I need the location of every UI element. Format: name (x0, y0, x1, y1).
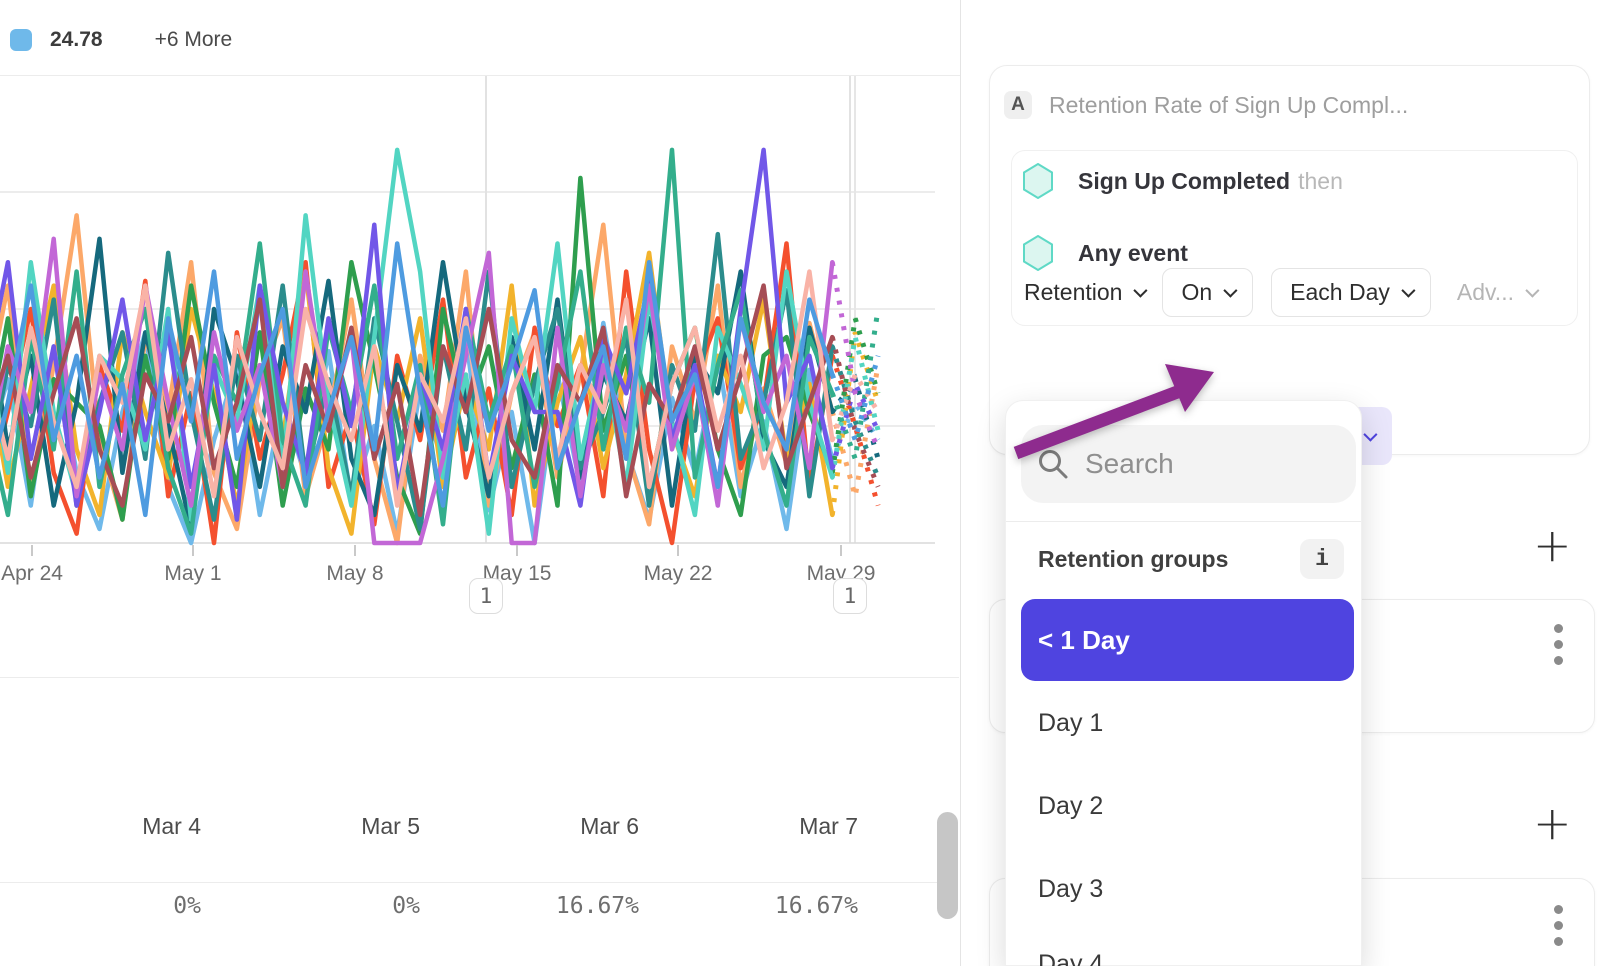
retention-controls-row: Retention On Each Day Adv... (1024, 267, 1540, 317)
event-hexagon-icon (1023, 235, 1053, 271)
dropdown-item-day-4[interactable]: Day 4 (1038, 950, 1104, 966)
event-row-2[interactable]: Any event (1022, 235, 1188, 271)
retention-line-chart[interactable] (0, 76, 935, 546)
legend-swatch (10, 29, 32, 51)
tutorial-arrow (1013, 364, 1214, 460)
event2-label: Any event (1078, 239, 1188, 266)
event1-suffix: then (1298, 167, 1343, 194)
axis-tick (840, 545, 842, 556)
annotation-badge[interactable]: 1 (833, 578, 867, 614)
on-dropdown[interactable]: On (1162, 267, 1254, 317)
chart-line (0, 269, 835, 508)
retention-group-dropdown-menu: Retention groups i < 1 Day Day 1 Day 2 Day … (1005, 400, 1362, 966)
event-definition-card: Sign Up Completed then Any event Retentio… (1011, 150, 1578, 326)
card-c-menu-icon[interactable] (1554, 905, 1563, 946)
dropdown-item-day-2[interactable]: Day 2 (1038, 792, 1104, 820)
chart-line-projection (829, 308, 881, 460)
search-field[interactable] (1021, 425, 1356, 503)
panel-divider (960, 0, 961, 966)
chart-line-projection (829, 261, 881, 451)
info-icon[interactable]: i (1300, 539, 1344, 579)
table-header-cell: Mar 6 (580, 813, 639, 839)
card-b-menu-icon[interactable] (1554, 624, 1563, 665)
chart-legend: 24.78 +6 More (10, 28, 232, 52)
dropdown-divider (1006, 521, 1361, 522)
legend-value: 24.78 (50, 28, 103, 51)
report-letter-badge: A (1004, 91, 1032, 119)
legend-more-button[interactable]: +6 More (154, 28, 233, 51)
event1-label: Sign Up Completed then (1078, 167, 1343, 194)
dropdown-item--1-day[interactable]: < 1 Day (1021, 599, 1354, 681)
axis-tick (516, 545, 518, 556)
chevron-down-icon (1223, 283, 1238, 298)
chevron-down-icon (1363, 427, 1378, 442)
event-row-1[interactable]: Sign Up Completed then (1022, 163, 1343, 199)
dropdown-item-day-3[interactable]: Day 3 (1038, 875, 1104, 903)
axis-tick (192, 545, 194, 556)
table-header-cell: Mar 7 (799, 813, 858, 839)
retention-type-dropdown[interactable]: Retention (1024, 279, 1148, 306)
table-section-divider (0, 677, 959, 678)
chart-line (0, 147, 835, 536)
axis-tick-label: May 8 (326, 562, 384, 585)
table-header-cell: Mar 4 (142, 813, 201, 839)
legend-divider (0, 75, 960, 76)
chart-line-projection (829, 376, 881, 469)
table-value-cell: 0% (392, 893, 420, 919)
advanced-dropdown[interactable]: Adv... (1457, 279, 1540, 306)
each-day-dropdown[interactable]: Each Day (1271, 267, 1431, 317)
add-report-button[interactable]: + (1533, 518, 1572, 572)
axis-tick-label: May 1 (164, 562, 222, 585)
table-value-row: 0% 0% 16.67% 16.67% (0, 888, 858, 924)
vertical-scrollbar[interactable] (937, 812, 958, 919)
chevron-down-icon (1133, 283, 1148, 298)
search-input[interactable] (1085, 448, 1325, 480)
dropdown-item-day-1[interactable]: Day 1 (1038, 709, 1104, 737)
axis-tick-label: Apr 24 (1, 562, 63, 585)
axis-tick (31, 545, 33, 556)
group-header-row: Retention groups i (1038, 539, 1344, 579)
table-header-row: Mar 4 Mar 5 Mar 6 Mar 7 (0, 804, 858, 848)
search-icon (1039, 450, 1068, 479)
chart-line-projection (829, 331, 881, 516)
event-hexagon-icon (1023, 163, 1053, 199)
chart-line (0, 241, 835, 518)
add-report-button[interactable]: + (1533, 796, 1572, 850)
report-title[interactable]: Retention Rate of Sign Up Compl... (1049, 92, 1409, 118)
table-value-cell: 16.67% (555, 893, 639, 919)
chevron-down-icon (1525, 283, 1540, 298)
table-value-cell: 16.67% (774, 893, 858, 919)
annotation-badge[interactable]: 1 (469, 578, 503, 614)
table-header-cell: Mar 5 (361, 813, 420, 839)
axis-tick (677, 545, 679, 556)
axis-tick (354, 545, 356, 556)
table-value-cell: 0% (173, 893, 201, 919)
group-label: Retention groups (1038, 545, 1229, 572)
axis-tick-label: May 22 (643, 562, 713, 585)
chart-line-projection (829, 345, 881, 479)
table-row-divider (0, 882, 937, 883)
chevron-down-icon (1401, 283, 1416, 298)
